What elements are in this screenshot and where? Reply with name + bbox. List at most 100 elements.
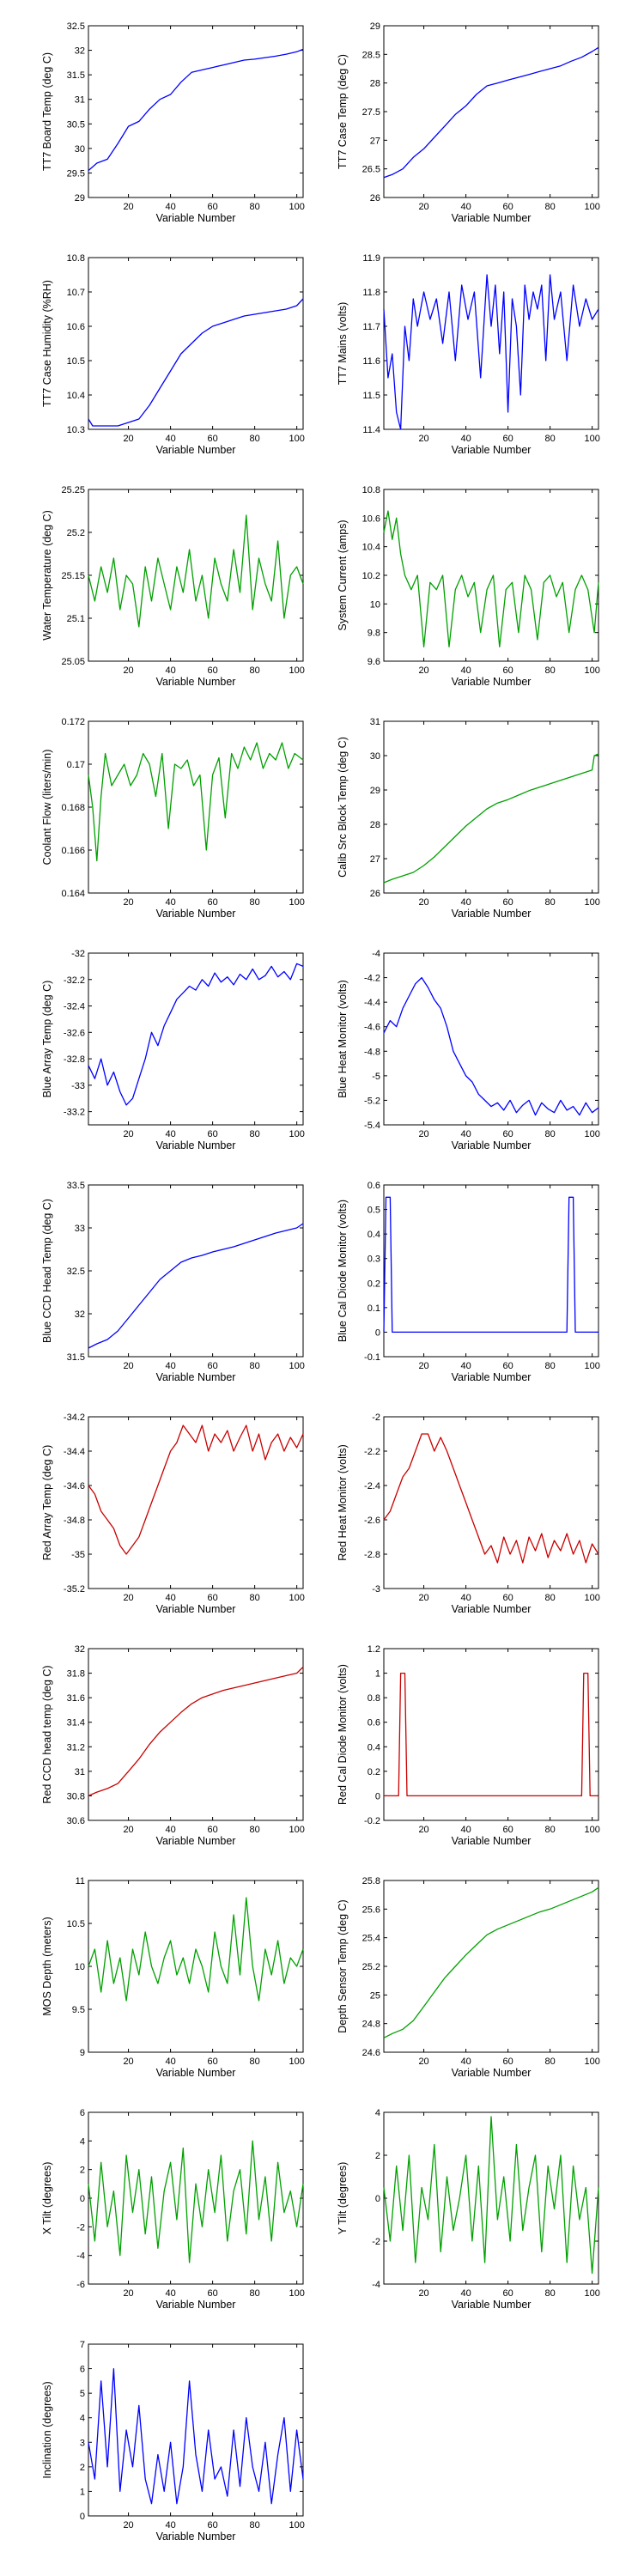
x-tick-label: 80 <box>250 665 260 676</box>
x-tick-label: 20 <box>418 1129 428 1139</box>
x-tick-label: 40 <box>460 202 471 212</box>
plot-frame <box>383 489 599 662</box>
y-tick-label: 32 <box>75 46 85 57</box>
x-tick-label: 80 <box>250 2520 260 2530</box>
x-tick-label: 80 <box>545 202 556 212</box>
y-axis-label: Calib Src Block Temp (deg C) <box>337 737 349 878</box>
y-tick-label: 0.1 <box>368 1303 380 1314</box>
y-axis-label: TT7 Case Humidity (%RH) <box>41 280 53 407</box>
y-tick-label: 29.5 <box>67 168 85 179</box>
x-tick-label: 100 <box>584 1129 599 1139</box>
y-tick-label: 29 <box>370 786 380 796</box>
x-tick-label: 100 <box>289 434 304 444</box>
x-tick-label: 80 <box>545 1825 556 1835</box>
chart-inclination: 20 40 60 80 100 0 1 2 3 4 5 6 7 Variable Number Inclin… <box>41 2340 305 2543</box>
series-line <box>88 1425 304 1555</box>
y-tick-label: 6 <box>80 2365 85 2375</box>
y-tick-label: 29 <box>370 21 380 32</box>
plot-frame <box>88 952 304 1126</box>
x-axis-label: Variable Number <box>156 1603 236 1615</box>
y-tick-label: 26.5 <box>362 165 380 175</box>
y-tick-label: 4 <box>80 2136 85 2147</box>
y-axis-label: Red Heat Monitor (volts) <box>337 1444 349 1560</box>
x-tick-label: 20 <box>123 434 133 444</box>
y-tick-label: 0.166 <box>61 846 85 856</box>
x-tick-label: 80 <box>250 1361 260 1371</box>
y-axis-label: Red Array Temp (deg C) <box>41 1445 53 1561</box>
x-tick-label: 80 <box>545 2057 556 2067</box>
x-axis-label: Variable Number <box>156 212 236 224</box>
chart-y-tilt: 20 40 60 80 100 -4 -2 0 2 4 Variable Number Y Tilt … <box>337 2108 600 2311</box>
y-tick-label: 0.17 <box>67 760 85 770</box>
x-tick-label: 80 <box>545 2288 556 2299</box>
y-tick-label: 30.8 <box>67 1791 85 1801</box>
x-axis-label: Variable Number <box>452 1139 532 1151</box>
y-tick-label: -34.4 <box>64 1447 85 1457</box>
y-tick-label: 4 <box>80 2414 85 2424</box>
y-tick-label: 0.5 <box>368 1206 380 1216</box>
y-tick-label: 9.8 <box>368 629 380 639</box>
y-tick-label: -0.1 <box>364 1352 380 1363</box>
y-tick-label: 2 <box>375 2151 380 2161</box>
y-tick-label: 30 <box>370 751 380 762</box>
x-tick-label: 100 <box>289 1129 304 1139</box>
y-tick-label: 6 <box>80 2108 85 2118</box>
y-tick-label: -32.4 <box>64 1002 85 1012</box>
y-tick-label: 10 <box>75 1962 85 1972</box>
y-tick-label: 0.172 <box>61 717 85 727</box>
x-axis-label: Variable Number <box>452 1835 532 1847</box>
x-tick-label: 80 <box>250 2288 260 2299</box>
plot-frame <box>88 489 304 662</box>
y-tick-label: -5.2 <box>364 1096 380 1106</box>
x-axis-label: Variable Number <box>156 908 236 920</box>
plot-frame <box>88 1416 304 1589</box>
x-tick-label: 20 <box>123 897 133 908</box>
x-tick-label: 40 <box>165 434 175 444</box>
y-tick-label: 10.4 <box>67 391 85 401</box>
x-tick-label: 100 <box>289 2057 304 2067</box>
y-tick-label: 11.7 <box>362 322 380 332</box>
series-line <box>383 976 599 1116</box>
chart-system-current: 20 40 60 80 100 9.6 9.8 10 10.2 10.4 10.6 10.8 Varia… <box>337 485 600 688</box>
y-tick-label: 28 <box>370 820 380 830</box>
y-tick-label: -35.2 <box>64 1584 85 1595</box>
x-tick-label: 60 <box>207 1129 217 1139</box>
x-tick-label: 80 <box>250 897 260 908</box>
y-tick-label: -6 <box>76 2280 85 2290</box>
x-tick-label: 60 <box>207 1361 217 1371</box>
plot-frame <box>88 1648 304 1821</box>
x-tick-label: 20 <box>123 2288 133 2299</box>
plot-frame <box>88 257 304 430</box>
x-tick-label: 100 <box>584 1825 599 1835</box>
series-line <box>88 1223 304 1349</box>
x-tick-label: 20 <box>123 2057 133 2067</box>
x-tick-label: 40 <box>165 897 175 908</box>
x-tick-label: 40 <box>165 2520 175 2530</box>
y-tick-label: -5.4 <box>364 1121 380 1131</box>
plot-frame <box>88 25 304 198</box>
x-axis-label: Variable Number <box>452 212 532 224</box>
series-line <box>383 46 599 179</box>
y-tick-label: 26 <box>370 889 380 899</box>
y-tick-label: 32.5 <box>67 1267 85 1277</box>
y-axis-label: TT7 Board Temp (deg C) <box>41 52 53 171</box>
series-line <box>383 753 599 884</box>
series-line <box>88 514 304 628</box>
series-line <box>383 510 599 647</box>
y-tick-label: -4 <box>76 2251 85 2262</box>
x-tick-label: 60 <box>502 1129 513 1139</box>
series-line <box>88 298 304 427</box>
x-tick-label: 20 <box>418 2057 428 2067</box>
y-tick-label: 10.8 <box>67 253 85 264</box>
x-tick-label: 100 <box>289 2520 304 2530</box>
y-tick-label: 26 <box>370 193 380 204</box>
x-tick-label: 60 <box>502 2057 513 2067</box>
x-tick-label: 60 <box>502 1593 513 1603</box>
y-tick-label: 25.1 <box>67 614 85 624</box>
y-tick-label: -4.4 <box>364 998 380 1008</box>
y-tick-label: 27 <box>370 136 380 146</box>
y-tick-label: -4 <box>372 2280 380 2290</box>
y-tick-label: 28.5 <box>362 50 380 60</box>
x-tick-label: 100 <box>584 897 599 908</box>
y-tick-label: 25.2 <box>67 528 85 538</box>
